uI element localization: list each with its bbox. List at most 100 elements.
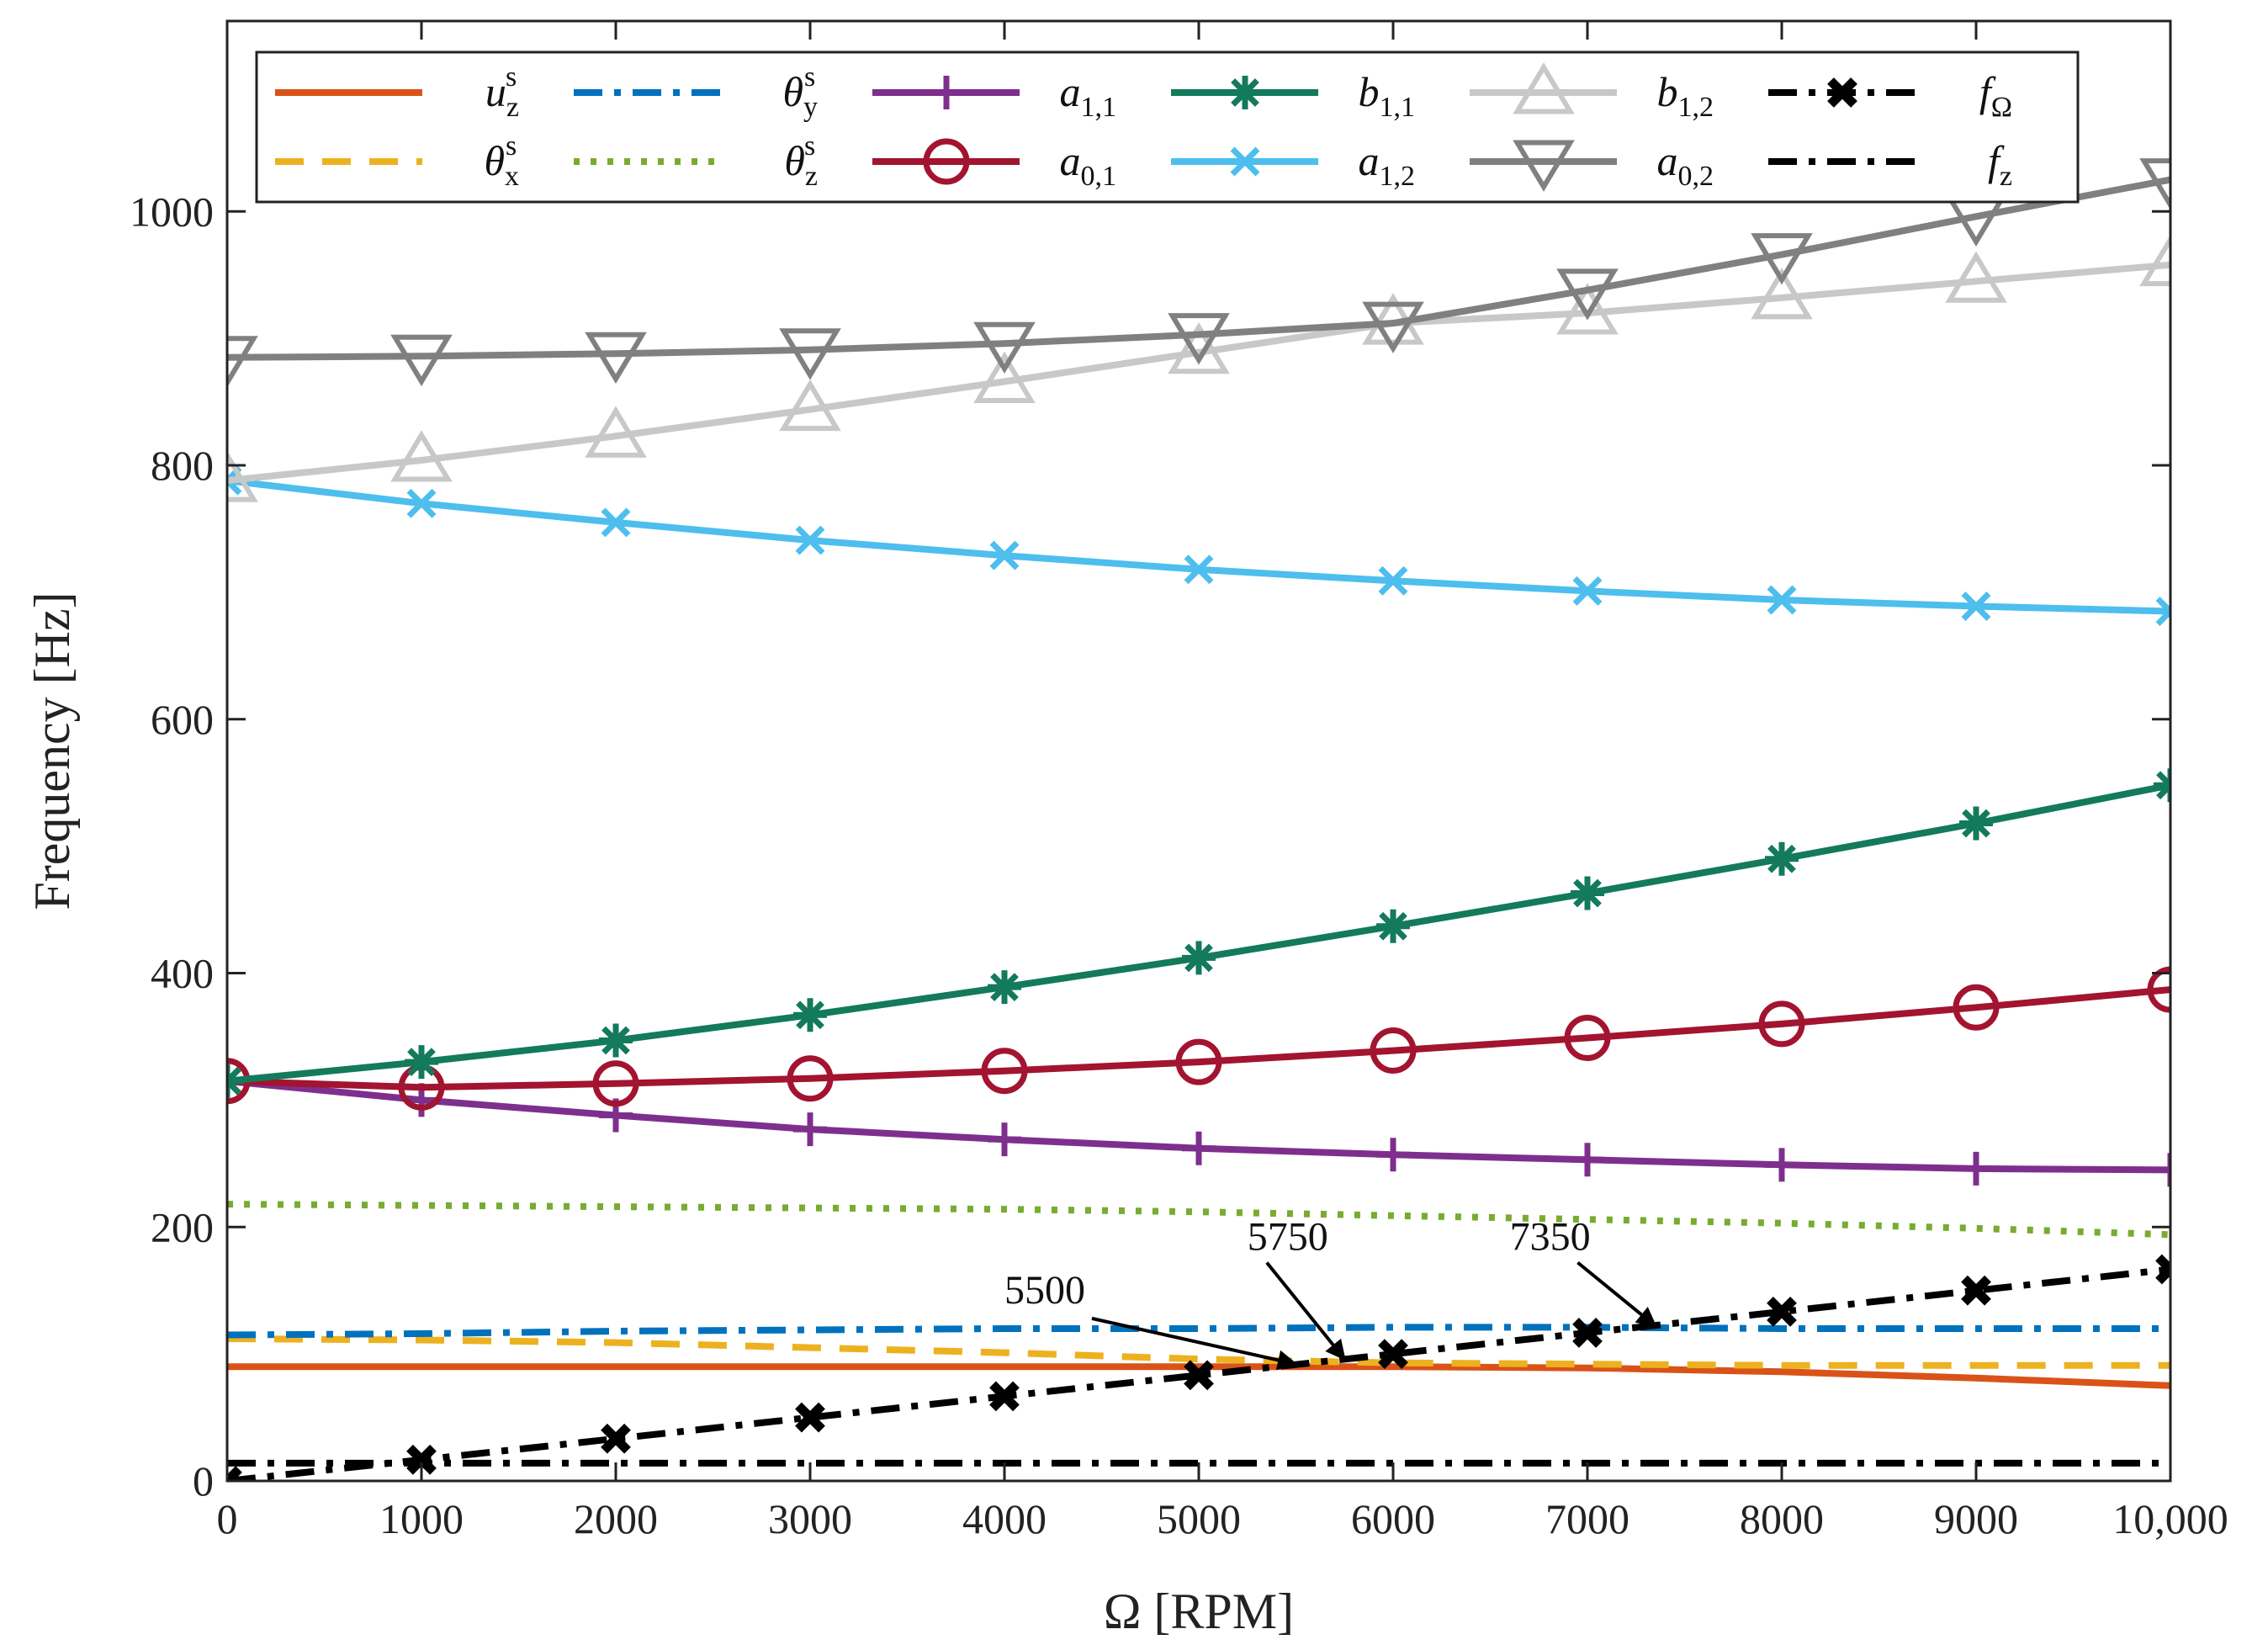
series-5-point-3 [787,1055,834,1102]
legend-entry-2: θys [574,61,818,123]
series-line-3 [227,1201,2170,1239]
series-6-point-4 [988,970,1021,1005]
series-5-point-9 [1953,984,2000,1031]
series-10-point-5 [1184,1360,1214,1391]
legend-label-8: b1,2 [1657,68,1714,123]
series-10-point-6 [1378,1339,1408,1370]
legend-entry-7: a1,2 [1171,137,1415,192]
legend-marker-8 [1513,62,1575,114]
legend-label-9: a0,2 [1657,137,1714,192]
x-tick-label-9: 9000 [1934,1495,2018,1542]
series-8-point-9 [1945,251,2007,303]
legend-marker-10 [1827,77,1857,108]
legend-label-2: θys [782,61,818,123]
series-10-point-2 [601,1423,631,1454]
series-8-point-3 [779,379,841,432]
series-8-point-1 [390,430,453,482]
annotation-label-2: 7350 [1510,1214,1591,1259]
legend-entry-3: θzs [574,130,818,192]
series-9-point-6 [1362,301,1424,353]
x-tick-label-1: 1000 [379,1495,464,1542]
legend-marker-7 [1230,146,1260,177]
series-line-6 [227,782,2170,1085]
series-7-point-6 [1378,565,1408,596]
series-line-1 [227,1335,2170,1369]
x-tick-label-5: 5000 [1157,1495,1241,1542]
series-5-point-6 [1370,1027,1417,1075]
series-6 [227,768,2170,1098]
series-5-point-8 [1758,1000,1805,1048]
legend-label-0: uzs [485,61,519,123]
series-5-point-2 [592,1060,639,1107]
series-7-point-2 [601,507,631,538]
series-9-point-2 [585,332,647,385]
series-8-point-8 [1751,268,1813,320]
series-9-point-8 [1751,233,1813,285]
series-10-point-9 [1961,1275,1991,1306]
series-6-point-7 [1571,876,1604,910]
series-4-point-7 [1571,1143,1604,1177]
x-tick-label-3: 3000 [768,1495,852,1542]
series-4-point-6 [1376,1138,1410,1172]
legend-entry-6: b1,1 [1171,68,1415,123]
series-line-9 [227,176,2170,361]
series-10-point-10 [2155,1254,2170,1285]
legend-entry-5: a0,1 [872,137,1116,192]
legend-marker-9 [1513,140,1575,192]
legend-label-4: a1,1 [1060,68,1117,123]
series-7-point-3 [795,525,825,555]
y-tick-label-1: 200 [151,1203,214,1250]
series-6-point-5 [1182,941,1216,975]
series-7-point-4 [989,540,1020,570]
series-6-point-9 [1959,806,1993,841]
series-9-point-10 [2139,158,2170,210]
series-7-point-7 [1572,576,1603,606]
series-5-point-10 [2147,966,2170,1013]
series-line-7 [227,477,2170,615]
x-tick-label-7: 7000 [1545,1495,1629,1542]
y-axis-title: Frequency [Hz] [24,592,80,910]
series-8-point-4 [973,351,1036,403]
series-8 [227,234,2170,502]
legend-entry-4: a1,1 [872,68,1116,123]
x-tick-label-4: 4000 [962,1495,1047,1542]
annotation-arrow-2 [1576,1260,1657,1328]
legend-marker-4 [930,76,963,109]
annotation-label-1: 5750 [1248,1214,1328,1259]
y-tick-label-2: 400 [151,950,214,997]
annotation-arrow-1 [1265,1261,1346,1361]
legend-label-5: a0,1 [1060,137,1117,192]
series-4-point-3 [793,1112,827,1147]
series-10-point-4 [989,1381,1020,1412]
series-7-point-9 [1961,592,1991,621]
legend-label-6: b1,1 [1359,68,1416,123]
series-10-point-8 [1767,1297,1797,1327]
series-9-point-7 [1556,268,1619,321]
y-tick-label-0: 0 [193,1457,214,1504]
x-tick-label-6: 6000 [1351,1495,1435,1542]
series-9-point-0 [227,336,258,388]
series-10-point-1 [406,1444,437,1475]
series-9-point-1 [390,334,453,387]
legend-entry-9: a0,2 [1470,137,1714,192]
y-tick-label-4: 800 [151,442,214,489]
series-line-2 [227,1324,2170,1339]
annotation-label-0: 5500 [1004,1268,1085,1313]
series-line-0 [227,1363,2170,1389]
legend-entry-0: uzs [275,61,519,123]
series-9-point-4 [973,321,1036,374]
x-tick-label-0: 0 [217,1495,238,1542]
annotation-arrow-0 [1091,1316,1298,1371]
series-6-point-1 [405,1045,438,1080]
series-8-point-10 [2139,234,2170,287]
series-9-point-3 [779,328,841,380]
series-4 [227,1064,2170,1187]
series-6-point-8 [1765,841,1799,876]
series-8-point-0 [227,450,258,502]
series-4-point-8 [1765,1148,1799,1182]
plot-frame [225,19,2172,1483]
series-7-point-5 [1184,555,1214,585]
x-tick-label-8: 8000 [1740,1495,1824,1542]
series-9 [227,158,2170,388]
